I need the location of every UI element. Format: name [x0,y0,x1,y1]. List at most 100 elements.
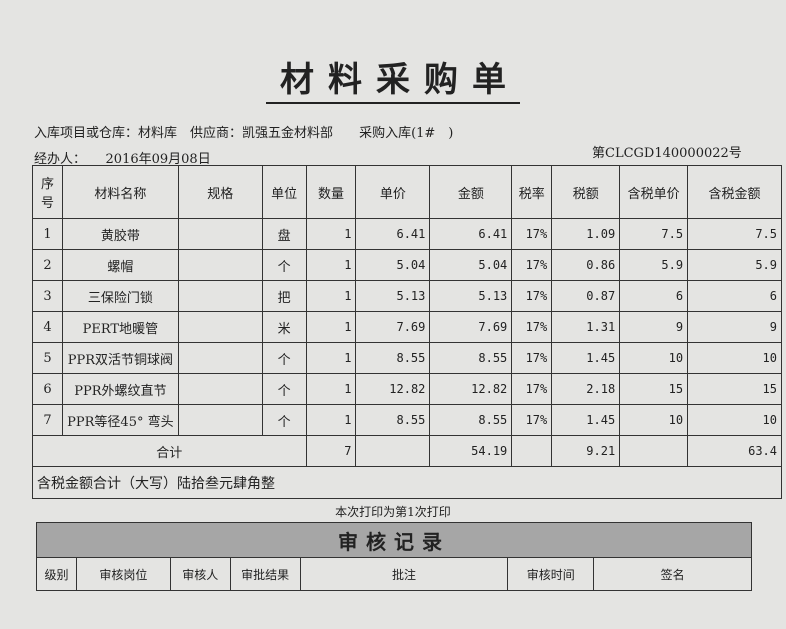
cell-unit: 米 [261,311,307,343]
cell-amount: 12.82 [429,373,513,405]
print-note: 本次打印为第1次打印 [335,505,451,519]
cell-unit: 个 [261,404,307,436]
total-amount: 54.19 [429,435,513,467]
document-number: 第CLCGD140000022号 [592,146,742,161]
cell-tprice: 10 [619,404,689,436]
cell-tax: 1.31 [551,311,621,343]
cell-qty: 1 [305,280,357,312]
cell-tprice: 5.9 [619,249,689,281]
cell-tprice: 15 [619,373,689,405]
cell-tamount: 5.9 [687,249,782,281]
column-header: 税率 [511,165,553,219]
cell-qty: 1 [305,373,357,405]
cell-tprice: 9 [619,311,689,343]
cell-qty: 1 [305,218,357,250]
audit-header: 审核时间 [507,557,595,591]
total-tax: 9.21 [551,435,621,467]
cell-qty: 1 [305,249,357,281]
cell-no: 5 [32,342,63,374]
cell-spec [177,280,263,312]
cell-qty: 1 [305,311,357,343]
cell-unit: 个 [261,373,307,405]
column-header: 规格 [177,165,263,219]
cell-tprice: 7.5 [619,218,689,250]
cell-tamount: 15 [687,373,782,405]
cell-rate: 17% [511,373,553,405]
column-header: 单位 [261,165,307,219]
cell-no: 2 [32,249,63,281]
cell-unit: 个 [261,249,307,281]
cell-rate: 17% [511,311,553,343]
cell-qty: 1 [305,404,357,436]
cell-price: 8.55 [355,342,431,374]
items-table: 序号 材料名称 规格 单位 数量 单价 金额 税率 税额 含税单价 含税金额 1 黄胶带盘 1 6.41 6… [32,165,782,499]
cell-name: PPR双活节铜球阀 [61,342,179,374]
column-header: 金额 [429,165,513,219]
cell-name: 黄胶带 [61,218,179,250]
cell-tamount: 7.5 [687,218,782,250]
table-row: 4 PERT地暖管米 1 7.69 7.69 17% 1.31 9 9 [32,311,782,343]
cell-price: 6.41 [355,218,431,250]
cell-tax: 0.86 [551,249,621,281]
cell-rate: 17% [511,218,553,250]
cell-tax: 1.09 [551,218,621,250]
cell-spec [177,218,263,250]
cell-name: 三保险门锁 [61,280,179,312]
audit-title: 审核记录 [36,522,752,558]
cell-rate: 17% [511,404,553,436]
cell-no: 3 [32,280,63,312]
cell-name: 螺帽 [61,249,179,281]
cell-rate: 17% [511,249,553,281]
total-tax-amount: 63.4 [687,435,782,467]
cell-name: PPR等径45° 弯头 [61,404,179,436]
cell-price: 5.04 [355,249,431,281]
column-header: 材料名称 [61,165,179,219]
audit-header: 审核人 [169,557,231,591]
column-header: 含税单价 [619,165,689,219]
cell-tamount: 10 [687,404,782,436]
cell-qty: 1 [305,342,357,374]
cell-amount: 5.04 [429,249,513,281]
cell-spec [177,311,263,343]
column-header: 单价 [355,165,431,219]
cell-name: PPR外螺纹直节 [61,373,179,405]
total-row: 合计 7 54.19 9.21 63.4 [32,435,782,467]
table-row: 2 螺帽个 1 5.04 5.04 17% 0.86 5.9 5.9 [32,249,782,281]
document-title: 材料采购单 [0,52,786,104]
cell-amount: 8.55 [429,404,513,436]
cell-no: 6 [32,373,63,405]
cell-spec [177,249,263,281]
table-row: 5 PPR双活节铜球阀个 1 8.55 8.55 17% 1.45 10 10 [32,342,782,374]
cell-price: 7.69 [355,311,431,343]
cell-amount: 7.69 [429,311,513,343]
cell-unit: 个 [261,342,307,374]
cell-name: PERT地暖管 [61,311,179,343]
cell-amount: 5.13 [429,280,513,312]
cell-amount: 6.41 [429,218,513,250]
audit-header: 审核岗位 [75,557,171,591]
table-row: 7 PPR等径45° 弯头个 1 8.55 8.55 17% 1.45 10 10 [32,404,782,436]
cell-price: 12.82 [355,373,431,405]
cell-no: 7 [32,404,63,436]
column-header: 税额 [551,165,621,219]
cell-tax: 1.45 [551,342,621,374]
audit-header: 批注 [299,557,509,591]
column-header: 序号 [32,165,63,219]
cell-no: 1 [32,218,63,250]
cell-unit: 把 [261,280,307,312]
cell-rate: 17% [511,342,553,374]
table-row: 6 PPR外螺纹直节个 1 12.82 12.82 17% 2.18 15 15 [32,373,782,405]
cell-rate: 17% [511,280,553,312]
cell-spec [177,342,263,374]
capital-amount: 含税金额合计（大写）陆拾叁元肆角整 [32,466,782,499]
cell-tax: 0.87 [551,280,621,312]
audit-header: 级别 [36,557,77,591]
table-row: 1 黄胶带盘 1 6.41 6.41 17% 1.09 7.5 7.5 [32,218,782,250]
audit-header: 审批结果 [229,557,301,591]
audit-header: 签名 [593,557,752,591]
total-qty: 7 [305,435,357,467]
cell-spec [177,373,263,405]
handler-line: 经办人： 2016年09月08日 [34,152,211,167]
cell-tprice: 10 [619,342,689,374]
table-row: 3 三保险门锁把 1 5.13 5.13 17% 0.87 6 6 [32,280,782,312]
